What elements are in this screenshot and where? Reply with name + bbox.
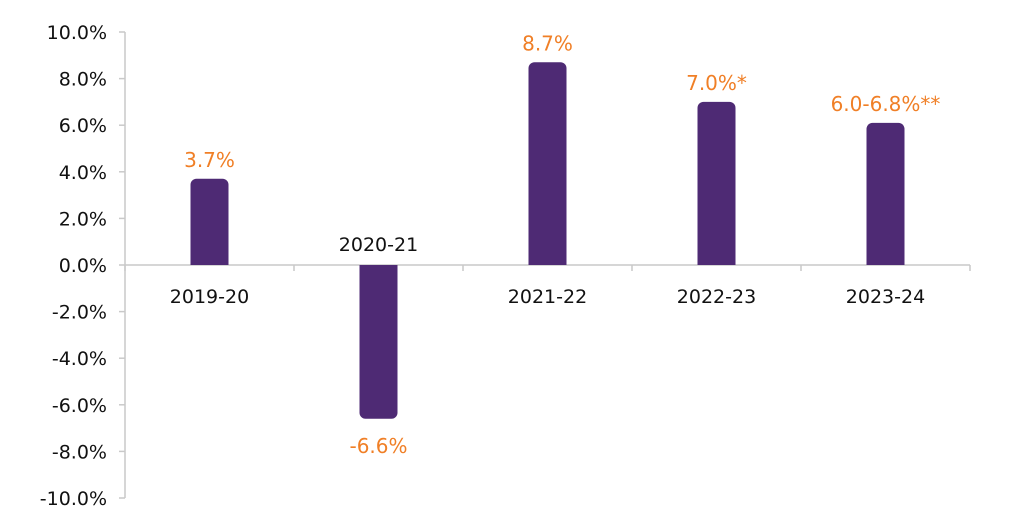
- bar-base: [697, 257, 736, 265]
- data-label: 3.7%: [184, 148, 235, 172]
- bar: [528, 62, 567, 265]
- data-label: 8.7%: [522, 31, 573, 55]
- x-axis: [124, 264, 971, 271]
- data-label: 6.0-6.8%**: [831, 92, 941, 116]
- y-tick-label: 4.0%: [59, 162, 107, 184]
- y-tick-label: 8.0%: [59, 69, 107, 91]
- bar-base: [359, 265, 398, 273]
- category-label: 2023-24: [846, 286, 925, 308]
- category-label: 2020-21: [339, 234, 418, 256]
- category-labels: 2019-20 2020-21 2021-22 2022-23 2023-24: [170, 234, 925, 308]
- y-tick-label: 0.0%: [59, 255, 107, 277]
- bar: [359, 265, 398, 419]
- bar: [697, 101, 736, 266]
- y-tick-label: -4.0%: [52, 348, 107, 370]
- bar-base: [528, 257, 567, 265]
- bar: [190, 178, 229, 265]
- y-tick-label: -6.0%: [52, 395, 107, 417]
- data-label: 7.0%*: [686, 71, 747, 95]
- bar-base: [190, 257, 229, 265]
- data-label: -6.6%: [349, 434, 407, 458]
- category-label: 2022-23: [677, 286, 756, 308]
- y-tick-label: -8.0%: [52, 441, 107, 463]
- bar: [866, 122, 905, 266]
- y-tick-label: 2.0%: [59, 208, 107, 230]
- category-label: 2021-22: [508, 286, 587, 308]
- y-tick-label: -2.0%: [52, 302, 107, 324]
- y-axis: 10.0% 8.0% 6.0% 4.0% 2.0% 0.0% -2.0% -4.0% -6.0%…: [40, 22, 126, 510]
- data-labels: 3.7% -6.6% 8.7% 7.0%* 6.0-6.8%**: [184, 31, 940, 457]
- bar-base: [866, 257, 905, 265]
- y-tick-label: 10.0%: [47, 22, 107, 44]
- y-tick-label: -10.0%: [40, 488, 107, 510]
- category-label: 2019-20: [170, 286, 249, 308]
- y-tick-label: 6.0%: [59, 115, 107, 137]
- bars: [190, 62, 905, 419]
